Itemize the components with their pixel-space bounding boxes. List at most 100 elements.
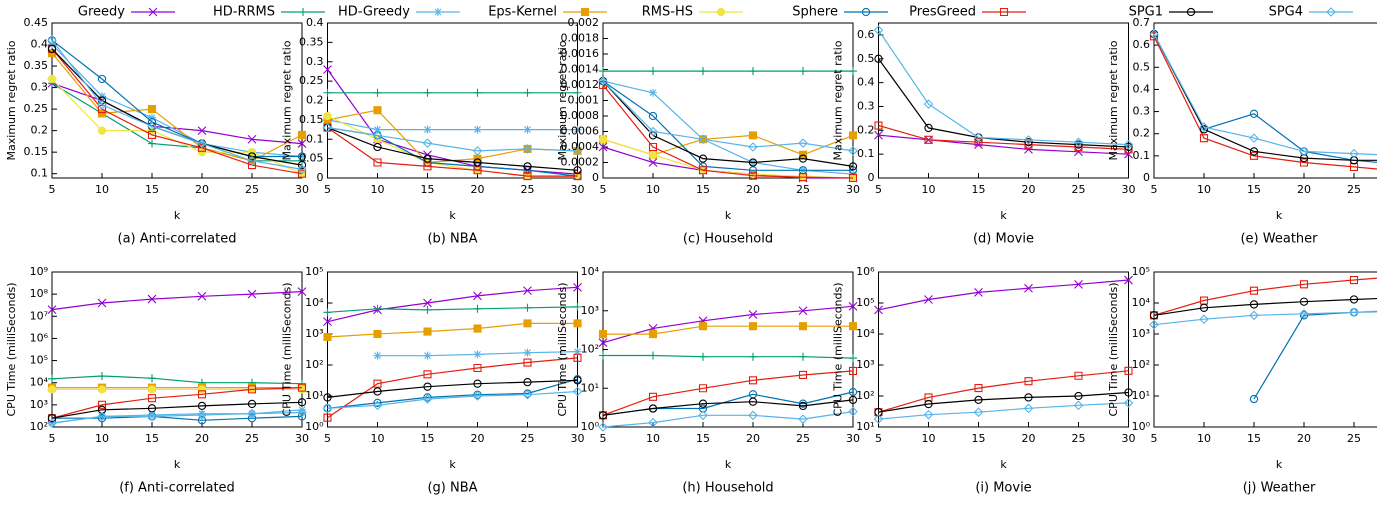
data-point bbox=[197, 410, 207, 420]
series-line bbox=[878, 134, 1129, 155]
data-point bbox=[373, 329, 382, 339]
data-point bbox=[848, 406, 858, 417]
data-point bbox=[373, 398, 382, 408]
data-point bbox=[874, 54, 883, 63]
data-point bbox=[848, 162, 858, 171]
y-tick-label: 0.4 bbox=[1133, 82, 1151, 95]
y-tick-label: 10² bbox=[30, 420, 48, 433]
data-point bbox=[573, 347, 582, 356]
x-tick-label: 5 bbox=[1151, 432, 1158, 445]
data-point bbox=[297, 169, 307, 178]
data-point bbox=[1249, 310, 1259, 321]
y-tick-label: 10⁵ bbox=[30, 354, 48, 367]
data-point bbox=[698, 134, 708, 145]
data-point bbox=[47, 35, 57, 46]
data-point bbox=[648, 126, 658, 137]
y-tick-label: 10² bbox=[581, 343, 599, 356]
data-point bbox=[373, 125, 382, 134]
data-point bbox=[372, 130, 383, 141]
panel-caption: (i) Movie bbox=[975, 481, 1031, 496]
y-tick-label: 10³ bbox=[1132, 327, 1150, 340]
data-point bbox=[598, 422, 608, 432]
data-point bbox=[1199, 125, 1209, 134]
y-tick-label: 0.15 bbox=[24, 145, 49, 158]
y-axis-label: Maximum regret ratio bbox=[1107, 40, 1120, 160]
y-tick-label: 10⁶ bbox=[30, 331, 49, 344]
data-point bbox=[848, 173, 858, 183]
data-point bbox=[798, 173, 808, 182]
series-line bbox=[1153, 33, 1377, 163]
data-point bbox=[848, 146, 858, 156]
series-line bbox=[1153, 310, 1377, 326]
data-point bbox=[97, 298, 107, 308]
data-point bbox=[873, 414, 884, 424]
data-point bbox=[748, 322, 758, 331]
series-line bbox=[602, 80, 854, 152]
x-axis-label: k bbox=[449, 209, 456, 222]
plot-frame bbox=[878, 22, 1129, 179]
series-line bbox=[327, 109, 578, 164]
y-tick-label: 10⁴ bbox=[1132, 296, 1151, 309]
series-line bbox=[327, 390, 578, 409]
series-line bbox=[327, 127, 578, 171]
data-point bbox=[748, 397, 758, 406]
x-tick-label: 20 bbox=[195, 183, 209, 196]
data-point bbox=[849, 67, 857, 76]
y-tick-label: 10¹ bbox=[581, 381, 599, 394]
data-point bbox=[1349, 156, 1359, 165]
y-tick-label: 0.1 bbox=[306, 132, 324, 145]
data-point bbox=[47, 414, 57, 423]
data-point bbox=[148, 139, 156, 148]
data-point bbox=[1024, 138, 1033, 147]
legend-label: SPG1 bbox=[1129, 5, 1163, 20]
series-line bbox=[51, 48, 303, 166]
data-point bbox=[649, 67, 657, 76]
data-point bbox=[247, 289, 257, 299]
data-point bbox=[48, 419, 56, 428]
data-point bbox=[423, 88, 432, 97]
data-point bbox=[923, 409, 934, 420]
series-line bbox=[51, 387, 303, 419]
y-tick-label: 10⁰ bbox=[1132, 420, 1151, 433]
x-tick-label: 25 bbox=[796, 432, 810, 445]
y-tick-label: 10³ bbox=[581, 304, 599, 317]
x-tick-label: 20 bbox=[1297, 183, 1311, 196]
data-point bbox=[423, 393, 432, 402]
series-line bbox=[602, 391, 854, 416]
legend-marker bbox=[716, 7, 726, 17]
data-point bbox=[874, 305, 883, 315]
plot-frame bbox=[602, 271, 854, 428]
panel-caption: (c) Household bbox=[683, 232, 773, 247]
data-point bbox=[323, 308, 332, 317]
series-line bbox=[51, 48, 303, 175]
data-point bbox=[698, 154, 708, 163]
data-point bbox=[698, 399, 708, 408]
x-axis-label: k bbox=[449, 458, 456, 471]
series-line bbox=[1153, 297, 1377, 316]
data-point bbox=[1123, 398, 1134, 408]
data-point bbox=[473, 158, 482, 167]
data-point bbox=[748, 410, 758, 421]
series-line bbox=[327, 127, 578, 177]
y-tick-label: 0.45 bbox=[24, 16, 49, 29]
data-point bbox=[648, 417, 658, 428]
y-tick-label: 0.0014 bbox=[561, 63, 600, 76]
data-point bbox=[523, 377, 532, 387]
x-tick-label: 30 bbox=[571, 432, 585, 445]
data-point bbox=[1074, 142, 1083, 152]
y-tick-label: 0.002 bbox=[568, 16, 600, 29]
y-tick-label: 10² bbox=[1132, 358, 1150, 371]
data-point bbox=[974, 138, 983, 147]
data-point bbox=[848, 322, 858, 331]
data-point bbox=[573, 172, 582, 181]
data-point bbox=[648, 150, 658, 159]
data-point bbox=[1124, 388, 1133, 397]
data-point bbox=[1299, 308, 1309, 319]
x-tick-label: 30 bbox=[295, 432, 309, 445]
data-point bbox=[699, 67, 707, 76]
y-tick-label: 0.6 bbox=[857, 28, 875, 41]
data-point bbox=[473, 166, 482, 175]
x-tick-label: 25 bbox=[1347, 183, 1361, 196]
x-tick-label: 5 bbox=[875, 432, 882, 445]
series-line bbox=[327, 378, 578, 409]
